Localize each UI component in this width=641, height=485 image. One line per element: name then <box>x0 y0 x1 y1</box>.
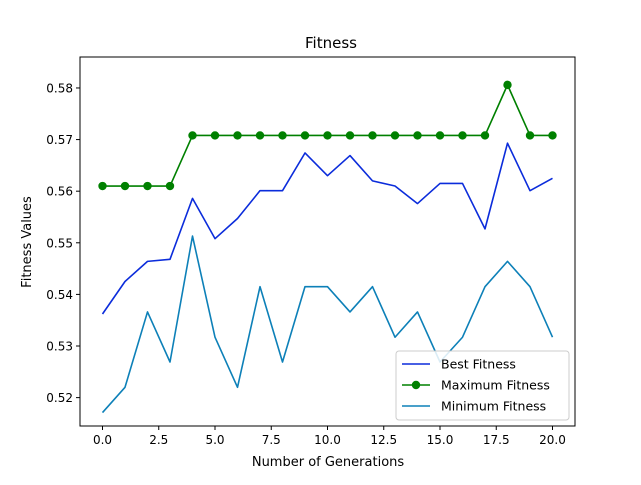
legend-best-fitness-label: Best Fitness <box>441 357 516 372</box>
y-tick-label: 0.54 <box>46 288 73 302</box>
maximum-fitness-point <box>98 181 107 191</box>
x-tick-label: 5.0 <box>205 433 224 447</box>
maximum-fitness-point <box>503 80 512 90</box>
maximum-fitness-point <box>525 131 535 140</box>
legend-maximum-fitness-marker <box>411 380 421 390</box>
maximum-fitness-point <box>435 131 445 140</box>
x-tick-label: 2.5 <box>149 433 168 447</box>
maximum-fitness-point <box>548 131 557 140</box>
x-tick-label: 15.0 <box>427 433 454 447</box>
best-fitness-line <box>101 142 553 315</box>
x-tick-label: 17.5 <box>483 433 510 447</box>
maximum-fitness-point <box>300 131 310 140</box>
maximum-fitness-point <box>413 131 422 140</box>
maximum-fitness-point <box>345 131 355 140</box>
x-tick-label: 12.5 <box>370 433 397 447</box>
maximum-fitness-point <box>480 131 490 140</box>
maximum-fitness-point <box>278 131 287 140</box>
x-tick-label: 7.5 <box>262 433 281 447</box>
minimum-fitness-line <box>101 235 554 414</box>
legend: Best Fitness Maximum Fitness Minimum Fitne… <box>395 350 570 421</box>
maximum-fitness-point <box>120 181 130 191</box>
x-tick-label: 0.0 <box>93 433 112 447</box>
y-tick-label: 0.53 <box>46 340 73 354</box>
x-axis-label: Number of Generations <box>252 455 405 470</box>
maximum-fitness-point <box>143 181 152 191</box>
y-axis-label: Fitness Values <box>20 196 35 288</box>
maximum-fitness-point <box>390 131 400 140</box>
legend-minimum-fitness-label: Minimum Fitness <box>441 399 546 414</box>
y-tick-label: 0.56 <box>46 185 73 199</box>
x-tick-label: 10.0 <box>314 433 341 447</box>
y-tick-label: 0.55 <box>46 236 73 250</box>
x-tick-label: 20.0 <box>539 433 566 447</box>
legend-maximum-fitness-label: Maximum Fitness <box>441 378 550 393</box>
legend-box <box>395 350 570 421</box>
chart-title: Fitness <box>305 34 357 52</box>
maximum-fitness-point <box>188 131 197 140</box>
maximum-fitness-point <box>368 131 377 140</box>
maximum-fitness-point <box>255 131 265 140</box>
maximum-fitness-point <box>165 181 175 191</box>
maximum-fitness-point <box>323 131 332 140</box>
y-tick-label: 0.52 <box>46 391 73 405</box>
y-tick-label: 0.57 <box>46 133 73 147</box>
maximum-fitness-point <box>210 131 220 140</box>
y-tick-label: 0.58 <box>46 81 73 95</box>
maximum-fitness-point <box>458 131 467 140</box>
maximum-fitness-point <box>233 131 242 140</box>
